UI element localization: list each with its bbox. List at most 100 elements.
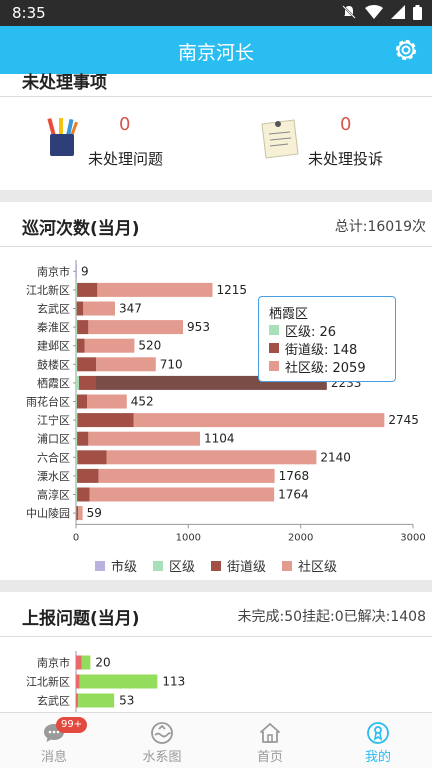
bar-segment: [76, 394, 88, 409]
bar-segment: [76, 487, 78, 502]
category-label: 溧水区: [37, 469, 70, 483]
legend-item-city[interactable]: 市级: [94, 556, 137, 575]
unhandled-issues-label: 未处理问题: [88, 150, 164, 168]
category-label: 南京市: [37, 656, 70, 670]
report-bar-chart[interactable]: 南京市 20 江北新区 113 玄武区 53: [0, 592, 432, 712]
bar-segment: [77, 468, 99, 483]
bar-segment: [76, 394, 77, 409]
tab-label: 消息: [40, 750, 67, 765]
patrol-total: 总计:16019次: [334, 219, 426, 235]
notifications-off-icon: [342, 5, 356, 19]
home-icon: [260, 723, 280, 743]
status-time: 8:35: [12, 4, 46, 22]
pending-section: 未处理事项 0 未处理问题 0 未处理投诉: [0, 73, 432, 190]
chart-legend: 市级 区级 街道级 社区级: [0, 556, 432, 575]
bar-value-label: 1764: [278, 488, 309, 502]
legend-swatch: [211, 560, 221, 571]
bar-segment: [76, 655, 82, 670]
bar-segment: [97, 282, 213, 297]
bar-segment: [76, 338, 77, 353]
divider: [0, 636, 432, 637]
x-tick-label: 0: [73, 532, 79, 543]
legend-swatch: [282, 560, 293, 571]
tab-home[interactable]: 首页: [216, 713, 324, 768]
bar-segment: [77, 431, 89, 446]
bar-segment: [78, 693, 115, 708]
tooltip-street: 街道级: 148: [285, 342, 358, 358]
tab-messages[interactable]: 99+ 消息: [0, 713, 108, 768]
category-label: 中山陵园: [26, 507, 70, 520]
water-icon: [151, 722, 173, 744]
bar-segment: [96, 357, 156, 372]
bar-value-label: 53: [119, 694, 134, 708]
category-label: 鼓楼区: [37, 357, 70, 371]
bar-segment: [89, 487, 275, 502]
report-summary: 未完成:50挂起:0已解决:1408: [237, 609, 426, 625]
swatch-district: [269, 325, 279, 335]
tab-water-map[interactable]: 水系图: [108, 713, 216, 768]
bar-value-label: 113: [162, 675, 185, 689]
patrol-title: 巡河次数(当月): [22, 219, 140, 239]
legend-item-district[interactable]: 区级: [152, 556, 195, 575]
wifi-icon: [365, 5, 383, 19]
legend-label: 街道级: [227, 560, 267, 575]
tooltip-title: 栖霞区: [269, 306, 309, 322]
bar-value-label: 1768: [279, 469, 310, 483]
category-label: 秦淮区: [37, 320, 70, 334]
bar-segment: [77, 357, 97, 372]
tooltip-district: 区级: 26: [285, 324, 337, 340]
pen-holder-icon: [47, 118, 79, 156]
tab-label: 我的: [364, 750, 391, 765]
app-title: 南京河长: [177, 42, 254, 64]
settings-gear-icon[interactable]: [392, 36, 420, 64]
bar-segment: [76, 282, 78, 297]
bar-value-label: 2745: [388, 413, 419, 427]
category-label: 高淳区: [37, 488, 70, 502]
bar-value-label: 452: [131, 395, 154, 409]
unhandled-issues-count: 0: [119, 114, 131, 135]
bar-segment: [133, 413, 385, 428]
legend-item-street[interactable]: 街道级: [211, 556, 266, 575]
bar-segment: [78, 375, 96, 390]
bar-segment: [84, 338, 135, 353]
bar-value-label: 1215: [216, 283, 247, 297]
bar-segment: [76, 413, 78, 428]
bar-segment: [76, 674, 80, 689]
bar-segment: [76, 301, 84, 316]
report-section: 上报问题(当月) 未完成:50挂起:0已解决:1408 南京市 20 江北新区 113…: [0, 592, 432, 712]
bar-segment: [81, 655, 91, 670]
user-icon: [367, 722, 389, 744]
category-label: 南京市: [37, 264, 70, 278]
category-label: 六合区: [37, 450, 70, 464]
tab-label: 水系图: [142, 750, 182, 765]
status-bar: 8:35: [0, 0, 432, 26]
unhandled-complaints-label: 未处理投诉: [308, 150, 384, 168]
category-label: 浦口区: [37, 433, 70, 446]
bar-segment: [76, 357, 78, 372]
battery-icon: [413, 4, 422, 20]
legend-label: 市级: [110, 560, 137, 575]
category-label: 玄武区: [37, 302, 70, 316]
bar-segment: [88, 431, 201, 446]
bar-value-label: 1104: [204, 432, 235, 446]
category-label: 雨花台区: [26, 395, 70, 409]
bottom-tab-bar: 99+ 消息 水系图 首页 我的: [0, 712, 432, 768]
patrol-bar-chart[interactable]: 南京市 9 江北新区 1215 玄武区 347 秦淮区 953 建邺区 520 鼓楼区 710 栖霞区 2…: [0, 202, 432, 552]
bar-segment: [76, 338, 85, 353]
bar-segment: [76, 375, 79, 390]
bar-segment: [76, 450, 78, 465]
sticky-note-icon: [261, 119, 299, 159]
bar-segment: [76, 320, 78, 335]
legend-item-community[interactable]: 社区级: [282, 556, 337, 575]
tab-profile[interactable]: 我的: [324, 713, 432, 768]
category-label: 建邺区: [37, 339, 70, 353]
bar-segment: [98, 468, 275, 483]
message-badge: 99+: [56, 717, 88, 733]
bar-segment: [77, 282, 98, 297]
unhandled-complaints-count: 0: [340, 114, 352, 135]
x-tick-label: 3000: [400, 532, 425, 543]
bar-segment: [87, 394, 127, 409]
bar-segment: [88, 320, 184, 335]
bar-value-label: 20: [95, 656, 110, 670]
tab-label: 首页: [256, 750, 283, 765]
